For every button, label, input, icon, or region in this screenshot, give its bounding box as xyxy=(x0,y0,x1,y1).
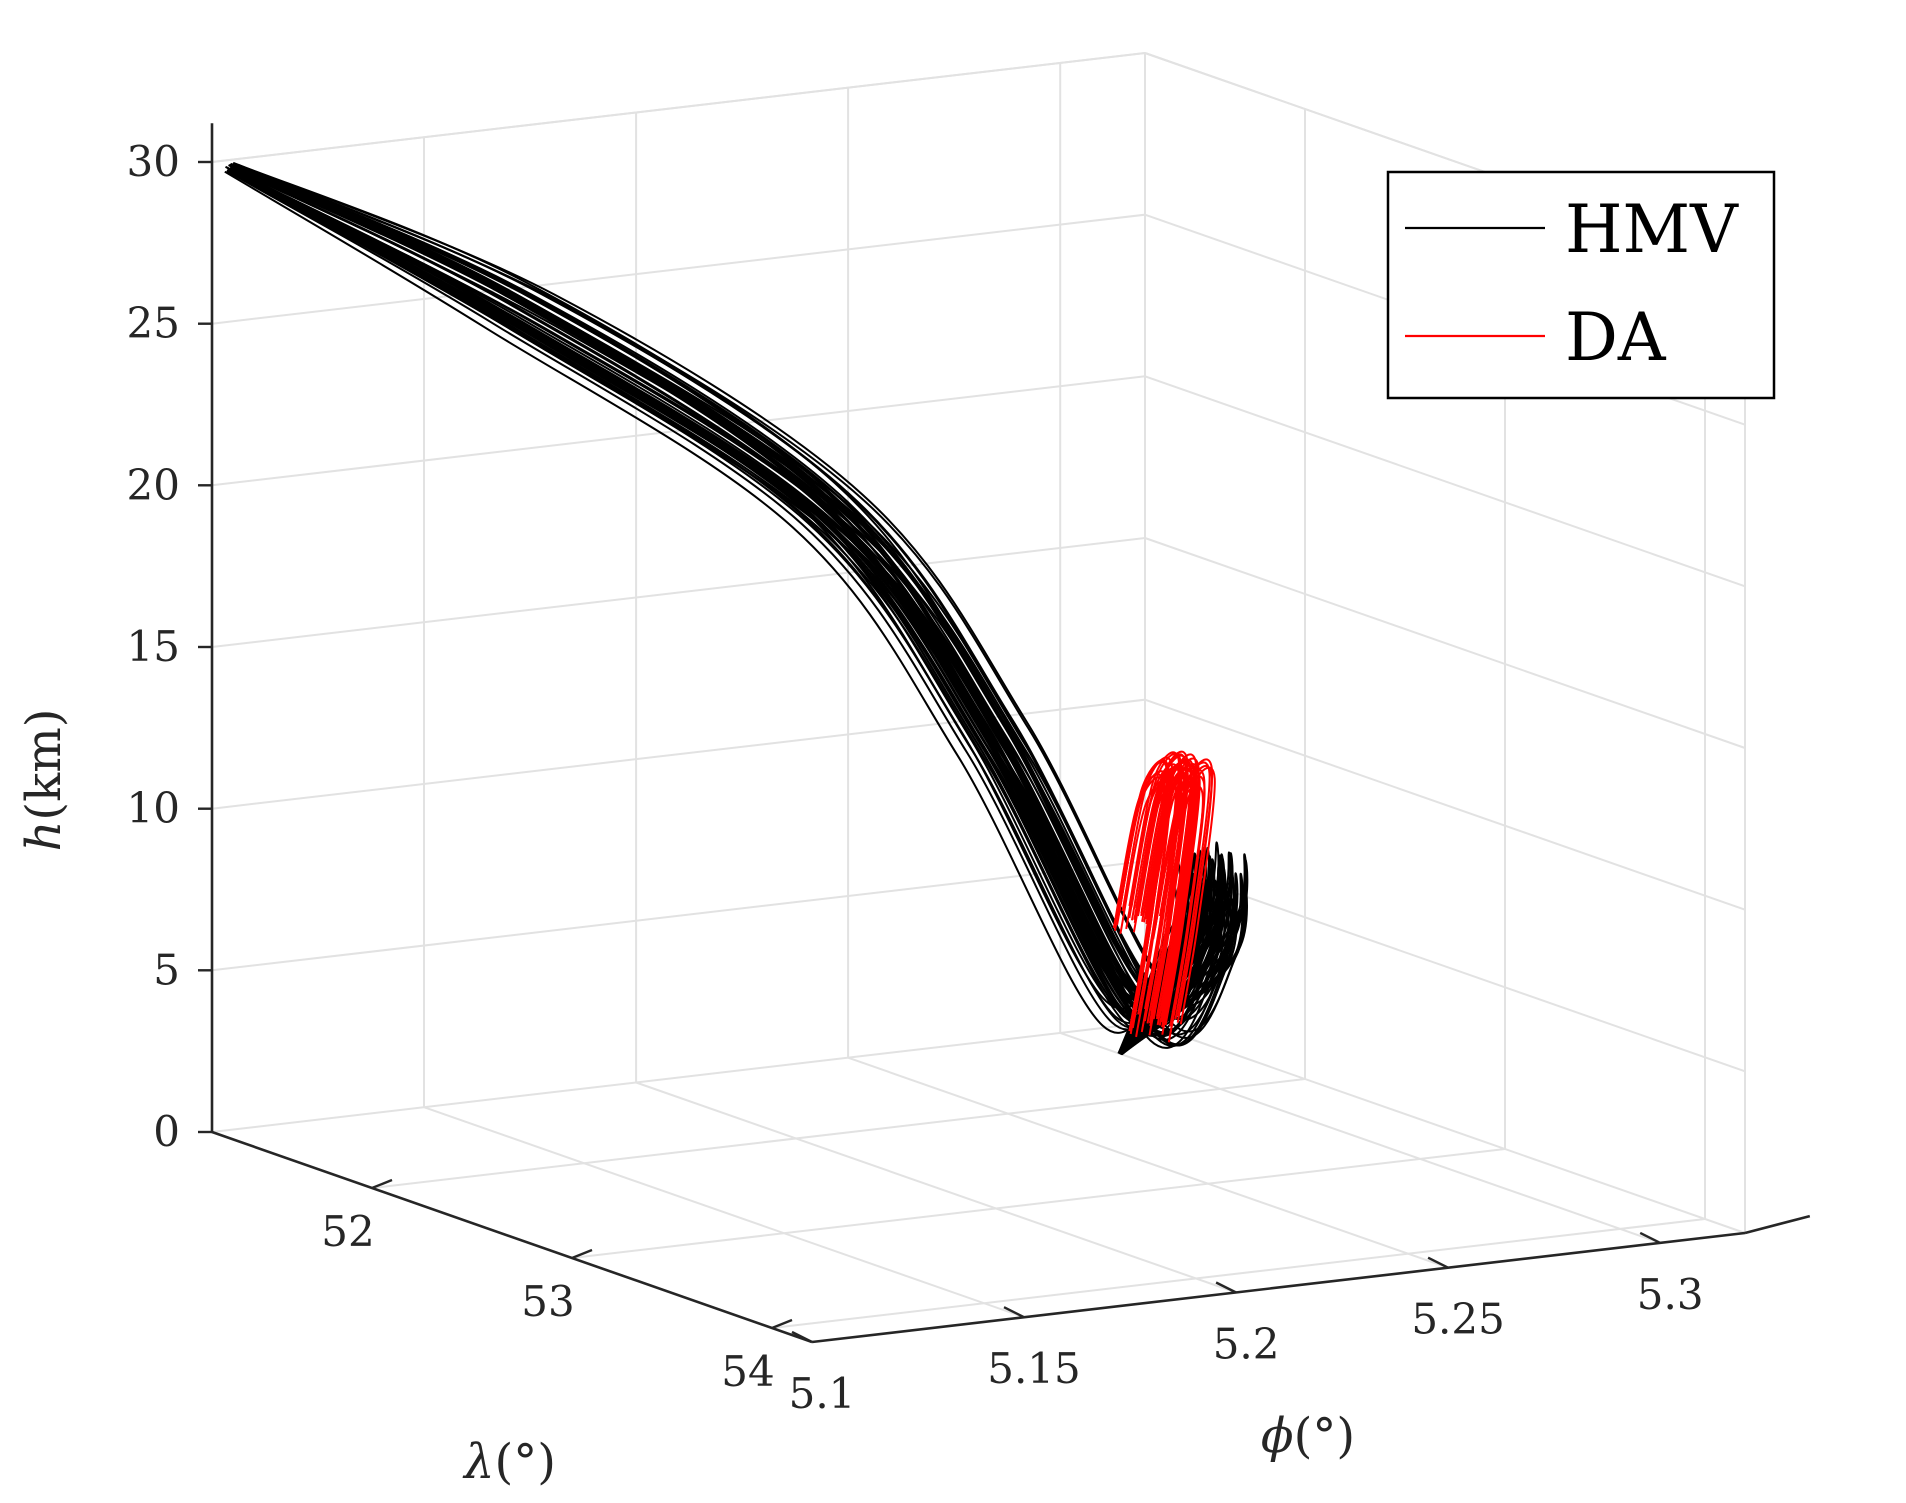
hmv-trajectory-line xyxy=(231,165,1216,1054)
hmv-trajectory-line xyxy=(232,161,1220,1053)
y-tick-mark xyxy=(791,1330,813,1344)
z-axis-label: h(km) xyxy=(16,709,72,852)
hmv-trajectory-line xyxy=(228,168,1197,1055)
z-tick-label: 25 xyxy=(127,299,180,348)
legend: HMV DA xyxy=(1386,170,1776,400)
grid-line xyxy=(211,1022,1146,1133)
legend-label-da: DA xyxy=(1565,299,1667,376)
hmv-trajectory-line xyxy=(229,168,1203,1055)
grid-line xyxy=(371,1078,1306,1189)
y-tick-mark xyxy=(1639,1231,1661,1244)
hmv-trajectory-line xyxy=(231,164,1213,1054)
z-tick-label: 30 xyxy=(127,137,180,186)
x-tick-label: 52 xyxy=(321,1207,374,1256)
grid-line xyxy=(211,537,1146,648)
grid-line xyxy=(1144,698,1746,911)
hmv-trajectory-line xyxy=(238,170,1248,1056)
da-trajectory-line xyxy=(1121,756,1174,1015)
grid-line xyxy=(847,1056,1449,1269)
da-trajectory-line xyxy=(1161,758,1214,1017)
hmv-trajectory-line xyxy=(231,167,1213,1055)
da-trajectory-line xyxy=(1149,767,1201,1026)
x-tick-label: 53 xyxy=(521,1277,574,1326)
da-trajectory-line xyxy=(1152,784,1204,1043)
grid-line xyxy=(423,1106,1025,1319)
hmv-trajectory-line xyxy=(235,163,1234,1054)
hmv-trajectory-line xyxy=(227,169,1193,1055)
y-axis-line xyxy=(811,1231,1746,1344)
x-tick-mark xyxy=(571,1248,593,1260)
y-tick-mark xyxy=(1003,1306,1025,1319)
hmv-trajectory-line xyxy=(236,173,1238,1056)
hmv-trajectory-line xyxy=(233,172,1224,1055)
da-trajectory-line xyxy=(1146,763,1198,1022)
hmv-trajectory-line xyxy=(231,169,1212,1055)
tick-labels: 0 5 10 15 20 25 30 52 53 54 5.1 5.15 5.2 5.25 5.3 xyxy=(127,137,1704,1418)
grid-line xyxy=(635,1081,1237,1294)
legend-label-hmv: HMV xyxy=(1565,191,1739,268)
da-trajectory-line xyxy=(1158,761,1211,1020)
hmv-trajectory-line xyxy=(230,169,1209,1055)
y-axis-unit: (°) xyxy=(1294,1408,1355,1464)
x-axis-symbol: λ xyxy=(462,1434,494,1490)
x-tick-mark xyxy=(771,1318,793,1330)
hmv-trajectory-line xyxy=(229,169,1204,1055)
y-tick-mark xyxy=(1427,1256,1449,1269)
z-tick-label: 0 xyxy=(153,1107,180,1156)
grid-line xyxy=(211,213,1146,325)
y-tick-label: 5.25 xyxy=(1411,1295,1505,1344)
hmv-trajectory-line xyxy=(224,170,1178,1054)
z-tick-label: 15 xyxy=(127,622,180,671)
hmv-trajectory-line xyxy=(226,166,1189,1054)
hmv-trajectory-line xyxy=(228,164,1197,1054)
hmv-trajectory-line xyxy=(226,168,1190,1054)
y-tick-label: 5.3 xyxy=(1637,1270,1704,1319)
y-axis-line xyxy=(1744,1214,1811,1235)
y-tick-mark xyxy=(1215,1281,1237,1294)
z-axis-symbol: h xyxy=(16,821,72,852)
z-tick-label: 20 xyxy=(127,460,180,509)
hmv-trajectory-line xyxy=(228,164,1201,1054)
y-tick-label: 5.2 xyxy=(1213,1320,1280,1369)
hmv-trajectory-line xyxy=(225,165,1182,1054)
da-trajectory-line xyxy=(1153,768,1206,1027)
z-tick-label: 5 xyxy=(153,945,180,994)
y-axis-label: ϕ(°) xyxy=(1261,1408,1355,1464)
legend-box xyxy=(1386,170,1776,400)
x-axis-unit: (°) xyxy=(494,1434,555,1490)
y-axis-symbol: ϕ xyxy=(1261,1408,1294,1464)
x-axis-label: λ(°) xyxy=(462,1434,556,1490)
y-tick-label: 5.1 xyxy=(789,1369,856,1418)
grid-line xyxy=(211,860,1146,972)
y-tick-label: 5.15 xyxy=(987,1344,1081,1393)
grid-line xyxy=(211,52,1146,163)
series-lines xyxy=(224,161,1249,1056)
grid-line xyxy=(771,1218,1706,1329)
hmv-trajectory-line xyxy=(238,164,1248,1054)
axes xyxy=(198,123,1811,1344)
da-trajectory-line xyxy=(1119,779,1172,1038)
x-tick-label: 54 xyxy=(721,1347,774,1396)
grid-line xyxy=(571,1148,1506,1259)
grid-line xyxy=(1144,375,1746,588)
hmv-trajectory-line xyxy=(229,164,1201,1054)
grid-line xyxy=(1144,1022,1746,1234)
hmv-trajectory-line xyxy=(228,164,1198,1054)
hmv-trajectory-line xyxy=(232,169,1218,1055)
x-tick-mark xyxy=(371,1178,393,1190)
z-tick-label: 10 xyxy=(127,784,180,833)
da-trajectory-line xyxy=(1135,753,1187,1012)
grid-line xyxy=(211,375,1146,487)
grid-line xyxy=(1059,1031,1661,1244)
z-axis-unit: (km) xyxy=(16,709,72,821)
x-axis-line xyxy=(211,1130,813,1344)
grid-line xyxy=(1144,537,1746,749)
